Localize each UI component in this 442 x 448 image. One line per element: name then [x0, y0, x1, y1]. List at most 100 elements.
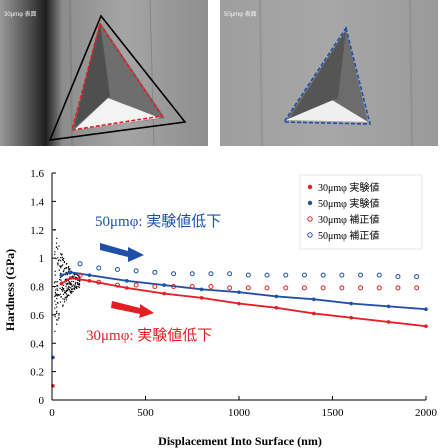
noise-point [63, 267, 66, 270]
noise-point [60, 265, 63, 267]
series-trace-point [346, 316, 348, 319]
series-trace-point [193, 296, 196, 298]
series-trace-point [347, 316, 350, 319]
noise-point [59, 259, 62, 262]
series-trace-point [341, 301, 344, 304]
series-trace-point [326, 299, 329, 302]
noise-point [57, 262, 59, 264]
noise-point [59, 265, 62, 267]
noise-point [71, 280, 73, 283]
series-trace-point [171, 293, 173, 296]
data-point [264, 285, 270, 291]
series-trace-point [376, 319, 378, 322]
series-trace-point [407, 323, 410, 326]
series-trace-point [397, 322, 399, 324]
series-trace-point [422, 325, 425, 327]
series-trace-point [346, 302, 348, 304]
series-trace-point [211, 289, 214, 292]
series-trace-point [64, 280, 67, 282]
noise-point [57, 260, 60, 262]
series-trace-point [187, 286, 190, 289]
series-trace-point [419, 324, 422, 327]
noise-point [65, 285, 67, 287]
series-trace-point [293, 296, 296, 299]
noise-point [74, 282, 77, 284]
series-trace-point [248, 292, 251, 295]
series-trace-point [296, 297, 299, 299]
series-trace-point [105, 283, 108, 285]
series-trace-point [247, 292, 250, 295]
series-trace-point [141, 289, 144, 292]
series-trace-point [156, 291, 158, 294]
noise-point [59, 278, 61, 281]
data-point [125, 279, 129, 283]
series-trace-point [187, 295, 190, 298]
noise-point [65, 271, 67, 274]
series-trace-point [302, 297, 305, 300]
series-trace-point [335, 315, 338, 317]
series-trace-point [216, 299, 218, 302]
noise-point [62, 288, 64, 290]
noise-point [65, 283, 67, 285]
series-trace-point [269, 294, 272, 297]
series-trace-point [186, 286, 188, 289]
data-point [264, 272, 270, 278]
noise-point [63, 287, 65, 290]
series-trace-point [157, 283, 160, 286]
series-trace-point [323, 313, 326, 316]
noise-point [57, 263, 59, 265]
data-point [189, 271, 195, 277]
series-trace-point [286, 308, 289, 311]
noise-point [77, 286, 79, 288]
series-trace-point [415, 324, 417, 326]
series-trace-point [148, 282, 151, 285]
data-point [189, 284, 195, 289]
series-trace-point [356, 303, 359, 305]
series-trace-point [192, 295, 194, 298]
series-trace-point [78, 278, 81, 281]
series-trace-point [394, 305, 396, 308]
noise-point [63, 261, 66, 263]
series-trace-point [362, 318, 365, 321]
series-trace-point [365, 303, 368, 306]
noise-point [73, 288, 76, 290]
series-trace-point [96, 281, 99, 284]
noise-point [59, 301, 62, 303]
series-trace-point [127, 280, 130, 282]
noise-point [58, 294, 60, 296]
series-trace-point [217, 289, 220, 292]
series-trace-point [165, 284, 167, 287]
series-trace-point [316, 312, 319, 315]
series-trace-point [322, 299, 325, 302]
series-trace-point [160, 292, 163, 295]
data-point [59, 281, 64, 286]
series-trace-point [127, 287, 130, 290]
hardness-chart: 00.20.40.60.811.21.41.60 500 1000 1500 2000 … [3, 168, 438, 448]
series-trace-point [266, 305, 269, 308]
series-trace-point [332, 300, 335, 303]
noise-point [54, 270, 56, 272]
series-trace-point [377, 319, 380, 322]
series-trace-point [401, 322, 404, 325]
data-point [320, 272, 326, 278]
noise-point [59, 272, 62, 274]
series-trace-point [220, 289, 223, 292]
series-trace-point [145, 290, 148, 292]
series-trace-point [284, 308, 287, 311]
series-trace-point [281, 307, 284, 310]
series-trace-point [174, 293, 176, 296]
series-trace-point [406, 306, 408, 309]
series-trace-point [233, 302, 236, 304]
data-point [96, 279, 102, 285]
noise-point [76, 282, 78, 284]
series-trace-point [316, 298, 319, 301]
legend: 30μmφ 実験値 50μmφ 実験値 30μmφ 補正値 50μmφ 補正値 [299, 174, 423, 250]
series-trace-point [123, 279, 126, 282]
series-trace-point [132, 287, 135, 290]
series-trace-point [63, 273, 66, 276]
noise-point [56, 297, 58, 300]
series-trace-point [317, 313, 320, 315]
series-trace-point [289, 296, 292, 299]
noise-point [57, 257, 59, 259]
series-trace-point [265, 294, 268, 297]
